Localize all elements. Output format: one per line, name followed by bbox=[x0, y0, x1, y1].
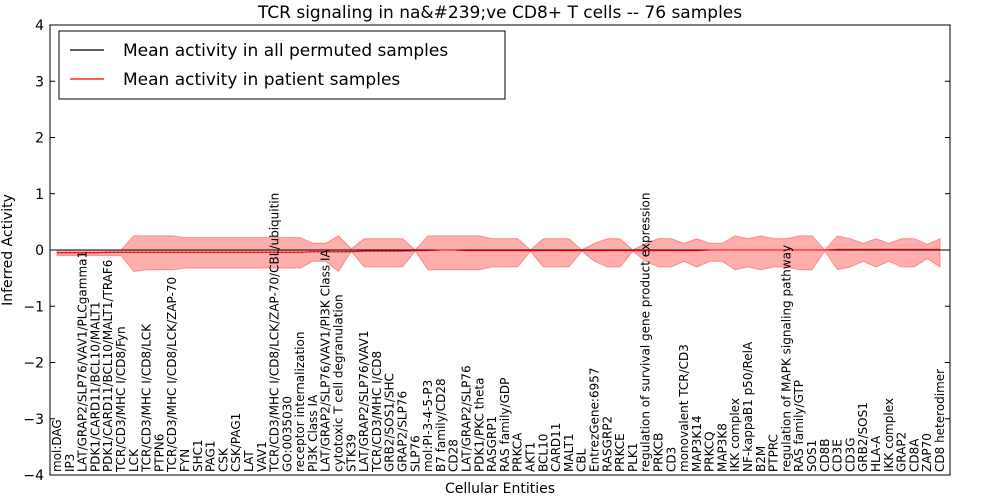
entity-label: TCR/CD3/MHC I/CD8 bbox=[370, 351, 384, 473]
entity-label: PDK1/CARD11/BCL10/MALT1 bbox=[88, 302, 102, 472]
y-tick-label: −4 bbox=[23, 468, 44, 484]
entity-label: SOS1 bbox=[805, 440, 819, 472]
entity-label: PTPN6 bbox=[152, 434, 166, 472]
entity-label: GRB2/SOS1/SHC bbox=[383, 373, 397, 472]
entity-label: LAT/GRAP2/SLP76 bbox=[460, 365, 474, 472]
entity-label: EntrezGene:6957 bbox=[588, 368, 602, 473]
entity-label: GRAP2 bbox=[895, 432, 909, 472]
plot-area: mol:DAGIP3LAT/GRAP2/SLP76/VAV1/PLCgamma1… bbox=[50, 193, 950, 473]
entity-label: mol:DAG bbox=[50, 419, 64, 472]
entity-label: regulation of survival gene product expr… bbox=[639, 193, 653, 472]
entity-label: CARD11 bbox=[549, 423, 563, 472]
y-tick-label: 0 bbox=[35, 243, 44, 259]
entity-label: B7 family/CD28 bbox=[434, 378, 448, 472]
entity-label: VAV1 bbox=[255, 441, 269, 472]
entity-label: CD3E bbox=[831, 439, 845, 472]
entity-label: AKT1 bbox=[524, 442, 538, 472]
entity-label: LAT/GRAP2/SLP76/VAV1/PI3K Class IA bbox=[319, 248, 333, 472]
entity-label: CD8 heterodimer bbox=[933, 369, 947, 472]
entity-label: PLK1 bbox=[626, 443, 640, 472]
entity-label: HLA-A bbox=[869, 435, 883, 472]
x-axis-label: Cellular Entities bbox=[445, 481, 555, 497]
entity-label: monovalent TCR/CD3 bbox=[677, 344, 691, 472]
chart-title: TCR signaling in na&#239;ve CD8+ T cells… bbox=[257, 3, 742, 23]
entity-label: PDK1/CARD11/BCL10/MALT1/TRAF6 bbox=[101, 260, 115, 472]
entity-label: LAT/GRAP2/SLP76/VAV1 bbox=[357, 331, 371, 472]
y-tick-label: 3 bbox=[35, 74, 44, 90]
entity-label: BCL10 bbox=[536, 434, 550, 472]
y-tick-label: −1 bbox=[23, 299, 44, 315]
entity-label: CSK/PAG1 bbox=[229, 413, 243, 472]
entity-label: IKK complex bbox=[728, 398, 742, 472]
entity-label: PTPRC bbox=[767, 434, 781, 472]
entity-label: LAT bbox=[242, 450, 256, 472]
entity-label: GRAP2/SLP76 bbox=[396, 391, 410, 472]
entity-label: B2M bbox=[754, 446, 768, 472]
y-tick-label: −3 bbox=[23, 412, 44, 428]
entity-labels: mol:DAGIP3LAT/GRAP2/SLP76/VAV1/PLCgamma1… bbox=[50, 193, 947, 473]
entity-label: regulation of MAPK signaling pathway bbox=[779, 245, 793, 472]
entity-label: PDK1/PKC theta bbox=[472, 378, 486, 472]
entity-label: GRB2/SOS1 bbox=[856, 402, 870, 472]
entity-label: FYN bbox=[178, 449, 192, 472]
entity-label: CD8B bbox=[818, 439, 832, 473]
entity-label: receptor internalization bbox=[293, 332, 307, 472]
entity-label: RAS family/GDP bbox=[498, 378, 512, 472]
confidence-band bbox=[56, 235, 941, 273]
entity-label: PRKCE bbox=[613, 433, 627, 472]
legend: Mean activity in all permuted samples Me… bbox=[58, 30, 506, 100]
entity-label: IP3 bbox=[63, 454, 77, 472]
entity-label: STK39 bbox=[344, 434, 358, 472]
entity-label: LAT/GRAP2/SLP76/VAV1/PLCgamma1 bbox=[76, 251, 90, 472]
entity-label: ZAP70 bbox=[920, 433, 934, 472]
entity-label: SLP76 bbox=[408, 435, 422, 472]
y-axis-label: Inferred Activity bbox=[0, 194, 16, 306]
entity-label: TCR/CD3/MHC I/CD8/Fyn bbox=[114, 326, 128, 473]
entity-label: CD8A bbox=[907, 438, 921, 472]
legend-label-permuted: Mean activity in all permuted samples bbox=[123, 41, 448, 61]
entity-label: PRKCB bbox=[652, 433, 666, 472]
y-tick-label: 4 bbox=[35, 18, 44, 34]
entity-label: CD3 bbox=[664, 447, 678, 472]
series-line-patient bbox=[57, 248, 940, 254]
entity-label: CD28 bbox=[447, 439, 461, 472]
entity-label: CBL bbox=[575, 448, 589, 472]
entity-label: RASGRP1 bbox=[485, 416, 499, 472]
y-tick-label: 1 bbox=[35, 187, 44, 203]
entity-label: MALT1 bbox=[562, 433, 576, 472]
entity-label: PRKCA bbox=[511, 432, 525, 472]
entity-label: MAP3K14 bbox=[690, 415, 704, 472]
entity-label: MAP3K8 bbox=[715, 423, 729, 472]
entity-label: GO:0035030 bbox=[280, 396, 294, 472]
entity-label: IKK complex bbox=[882, 398, 896, 472]
legend-box bbox=[58, 30, 506, 100]
entity-label: PRKCQ bbox=[703, 431, 717, 472]
entity-label: NF-kappaB1 p50/RelA bbox=[741, 341, 755, 472]
entity-label: RAS family/GTP bbox=[792, 380, 806, 472]
y-tick-label: −2 bbox=[23, 356, 44, 372]
legend-label-patient: Mean activity in patient samples bbox=[123, 70, 400, 90]
entity-label: CSK bbox=[216, 447, 230, 472]
entity-label: RASGRP2 bbox=[600, 416, 614, 472]
entity-label: TCR/CD3/MHC I/CD8/LCK bbox=[140, 323, 154, 473]
entity-label: PI3K Class IA bbox=[306, 394, 320, 472]
plot-frame bbox=[49, 24, 951, 476]
entity-label: TCR/CD3/MHC I/CD8/LCK/ZAP-70/CBL/ubiquit… bbox=[268, 193, 282, 473]
entity-label: mol:PI-3-4-5-P3 bbox=[421, 380, 435, 472]
entity-label: PAG1 bbox=[204, 441, 218, 472]
entity-label: CD3G bbox=[843, 437, 857, 472]
y-tick-label: 2 bbox=[35, 131, 44, 147]
entity-label: cytotoxic T cell degranulation bbox=[332, 294, 346, 472]
entity-label: LCK bbox=[127, 448, 141, 472]
entity-label: TCR/CD3/MHC I/CD8/LCK/ZAP-70 bbox=[165, 277, 179, 473]
entity-label: SHC1 bbox=[191, 439, 205, 472]
